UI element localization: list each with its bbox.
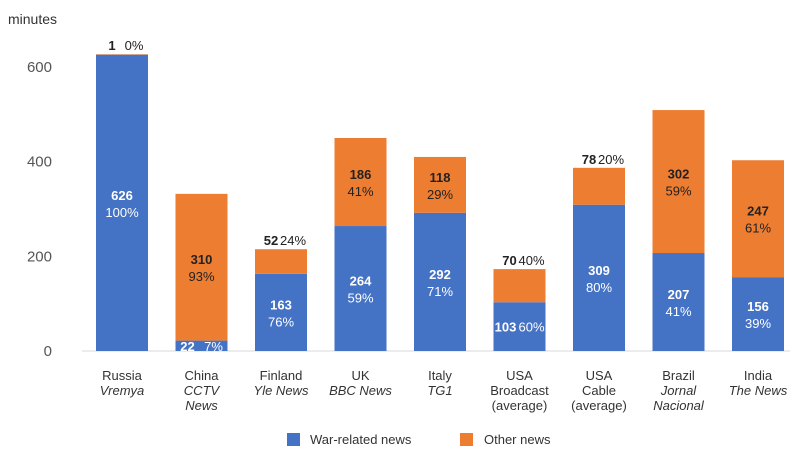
war-value-label: 626 <box>111 188 133 203</box>
other-value-label: 1 <box>108 38 115 53</box>
other-percent-label: 20% <box>598 152 624 167</box>
bar-other-news <box>573 167 625 205</box>
bar-other-news <box>414 156 466 213</box>
war-percent-label: 76% <box>268 314 294 329</box>
category-label: Italy <box>428 368 452 383</box>
other-value-label: 310 <box>191 252 213 267</box>
y-tick-label: 400 <box>27 154 52 171</box>
bar-other-news <box>493 269 546 303</box>
other-percent-label: 59% <box>665 184 691 199</box>
war-value-label: 156 <box>747 299 769 314</box>
war-percent-label: 71% <box>427 284 453 299</box>
category-sub-label: (average) <box>571 398 627 413</box>
category-program-label: TG1 <box>427 383 452 398</box>
bar-war-related <box>334 226 387 351</box>
other-value-label: 78 <box>582 152 596 167</box>
bar-other-news <box>732 160 784 278</box>
legend: War-related news Other news <box>287 432 551 447</box>
category-label: Brazil <box>662 368 695 383</box>
category-label: Finland <box>260 368 303 383</box>
bar-war-related <box>652 253 705 351</box>
data-labels-group: 626 100% 1 0% 22 7% 310 93% 163 76% 52 24% 264 59% 186… <box>105 38 771 354</box>
category-label: India <box>744 368 773 383</box>
category-label: Russia <box>102 368 143 383</box>
y-tick-label: 200 <box>27 248 52 265</box>
category-program-label: Vremya <box>100 383 145 398</box>
y-tick-label: 0 <box>44 343 52 360</box>
war-value-label: 264 <box>350 274 372 289</box>
category-program-label: Jornal <box>660 383 698 398</box>
other-value-label: 247 <box>747 204 769 219</box>
category-sub-label: Cable <box>582 383 616 398</box>
other-percent-label: 93% <box>188 269 214 284</box>
war-percent-label: 60% <box>518 320 544 335</box>
y-axis-label: minutes <box>8 11 57 27</box>
category-program-label: News <box>185 398 218 413</box>
category-program-label: The News <box>729 383 788 398</box>
bar-war-related <box>493 302 546 351</box>
category-program-label: BBC News <box>329 383 392 398</box>
other-value-label: 70 <box>502 253 516 268</box>
war-value-label: 207 <box>668 287 690 302</box>
other-percent-label: 24% <box>280 233 306 248</box>
bar-war-related <box>573 204 625 351</box>
category-label: China <box>185 368 220 383</box>
war-percent-label: 80% <box>586 280 612 295</box>
war-value-label: 309 <box>588 263 610 278</box>
war-value-label: 292 <box>429 267 451 282</box>
category-label: USA <box>506 368 533 383</box>
category-label: UK <box>351 368 369 383</box>
bar-other-news <box>175 193 228 341</box>
category-program-label: CCTV <box>184 383 221 398</box>
war-percent-label: 39% <box>745 316 771 331</box>
bar-war-related <box>175 340 228 351</box>
bar-war-related <box>732 277 784 351</box>
legend-swatch-other <box>460 433 473 446</box>
legend-swatch-war <box>287 433 300 446</box>
category-sub-label: (average) <box>492 398 548 413</box>
other-percent-label: 0% <box>125 38 144 53</box>
bar-war-related <box>96 54 148 352</box>
war-percent-label: 59% <box>347 291 373 306</box>
category-program-label: Yle News <box>254 383 309 398</box>
category-label: USA <box>586 368 613 383</box>
bar-war-related <box>255 273 307 351</box>
other-percent-label: 40% <box>518 253 544 268</box>
other-percent-label: 41% <box>347 184 373 199</box>
other-percent-label: 61% <box>745 221 771 236</box>
war-value-label: 163 <box>270 297 292 312</box>
y-axis-ticks: 0 200 400 600 <box>27 59 52 360</box>
war-value-label: 103 <box>495 320 517 335</box>
other-value-label: 52 <box>264 233 278 248</box>
category-program-label: Nacional <box>653 398 705 413</box>
bars-group <box>96 54 784 352</box>
category-sub-label: Broadcast <box>490 383 549 398</box>
legend-label-other: Other news <box>484 432 551 447</box>
other-value-label: 302 <box>668 167 690 182</box>
bar-other-news <box>255 249 307 274</box>
other-percent-label: 29% <box>427 187 453 202</box>
other-value-label: 118 <box>430 170 451 185</box>
y-tick-label: 600 <box>27 59 52 76</box>
other-value-label: 186 <box>350 167 372 182</box>
war-percent-label: 7% <box>204 339 223 354</box>
war-percent-label: 41% <box>665 304 691 319</box>
bar-other-news <box>652 110 705 254</box>
war-percent-label: 100% <box>105 205 139 220</box>
bar-other-news <box>334 138 387 227</box>
war-value-label: 22 <box>180 339 194 354</box>
bar-war-related <box>414 212 466 351</box>
legend-label-war: War-related news <box>310 432 412 447</box>
